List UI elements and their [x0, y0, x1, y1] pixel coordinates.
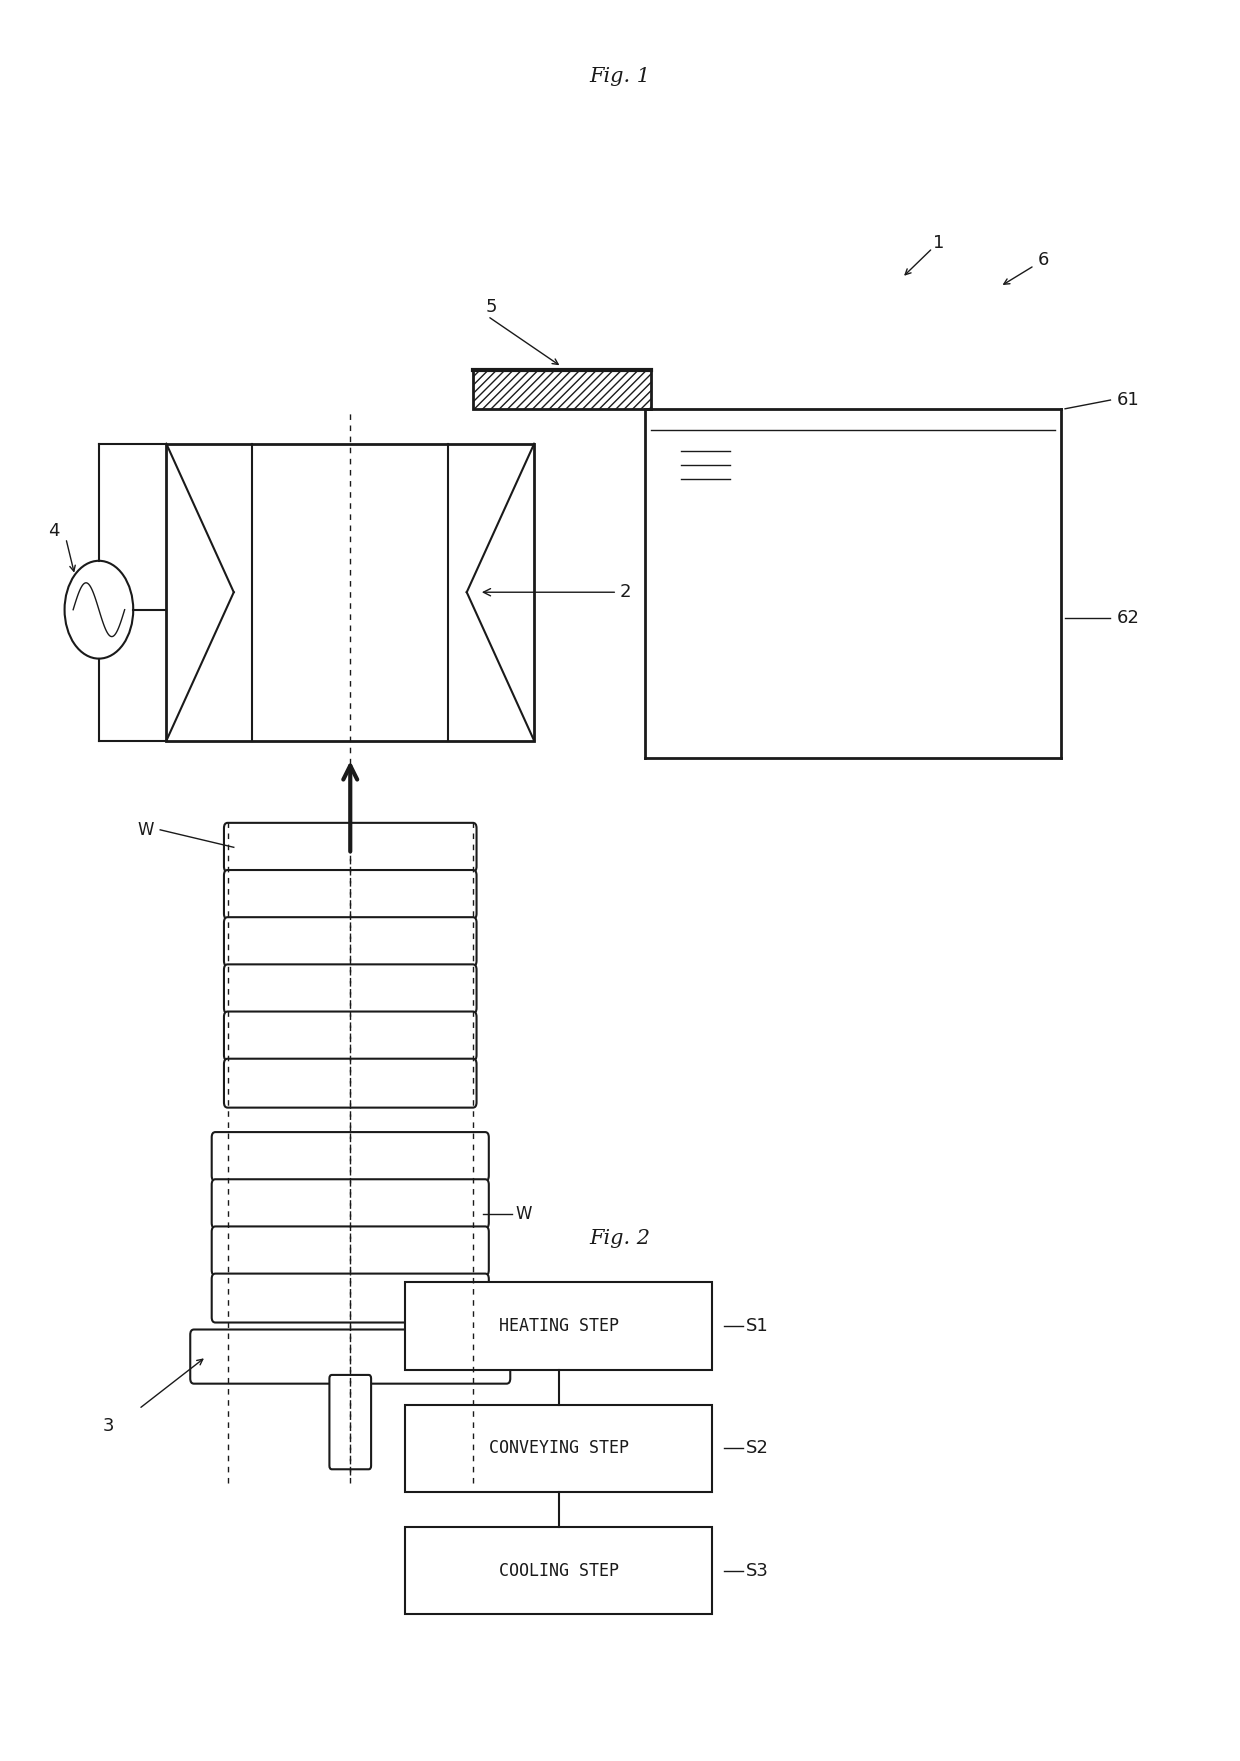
FancyBboxPatch shape [330, 1375, 371, 1469]
Text: CONVEYING STEP: CONVEYING STEP [489, 1439, 629, 1458]
FancyBboxPatch shape [224, 822, 476, 872]
Circle shape [64, 560, 133, 659]
FancyBboxPatch shape [224, 917, 476, 967]
Text: Fig. 2: Fig. 2 [589, 1229, 651, 1249]
FancyBboxPatch shape [224, 870, 476, 919]
Text: 4: 4 [48, 521, 60, 541]
FancyBboxPatch shape [212, 1273, 489, 1323]
Text: HEATING STEP: HEATING STEP [498, 1317, 619, 1335]
FancyBboxPatch shape [224, 965, 476, 1013]
Bar [405, 1527, 712, 1615]
Text: W: W [138, 821, 154, 838]
Bar [166, 444, 534, 741]
Bar [405, 1282, 712, 1370]
Text: W: W [516, 1205, 532, 1224]
Text: 62: 62 [1116, 609, 1140, 627]
FancyBboxPatch shape [224, 1011, 476, 1060]
Bar [472, 370, 651, 409]
FancyBboxPatch shape [212, 1132, 489, 1182]
Text: S3: S3 [746, 1562, 769, 1580]
FancyBboxPatch shape [212, 1226, 489, 1275]
FancyBboxPatch shape [190, 1330, 511, 1384]
Text: S2: S2 [746, 1439, 769, 1458]
FancyBboxPatch shape [224, 1058, 476, 1108]
Text: 5: 5 [486, 298, 497, 317]
Text: 2: 2 [484, 583, 631, 601]
Text: S1: S1 [746, 1317, 769, 1335]
Text: Fig. 1: Fig. 1 [589, 67, 651, 86]
Text: COOLING STEP: COOLING STEP [498, 1562, 619, 1580]
Text: 3: 3 [103, 1418, 114, 1435]
Text: 61: 61 [1116, 391, 1140, 409]
Text: 1: 1 [934, 234, 945, 252]
Bar [405, 1405, 712, 1492]
FancyBboxPatch shape [212, 1180, 489, 1227]
Text: 6: 6 [1038, 252, 1049, 269]
